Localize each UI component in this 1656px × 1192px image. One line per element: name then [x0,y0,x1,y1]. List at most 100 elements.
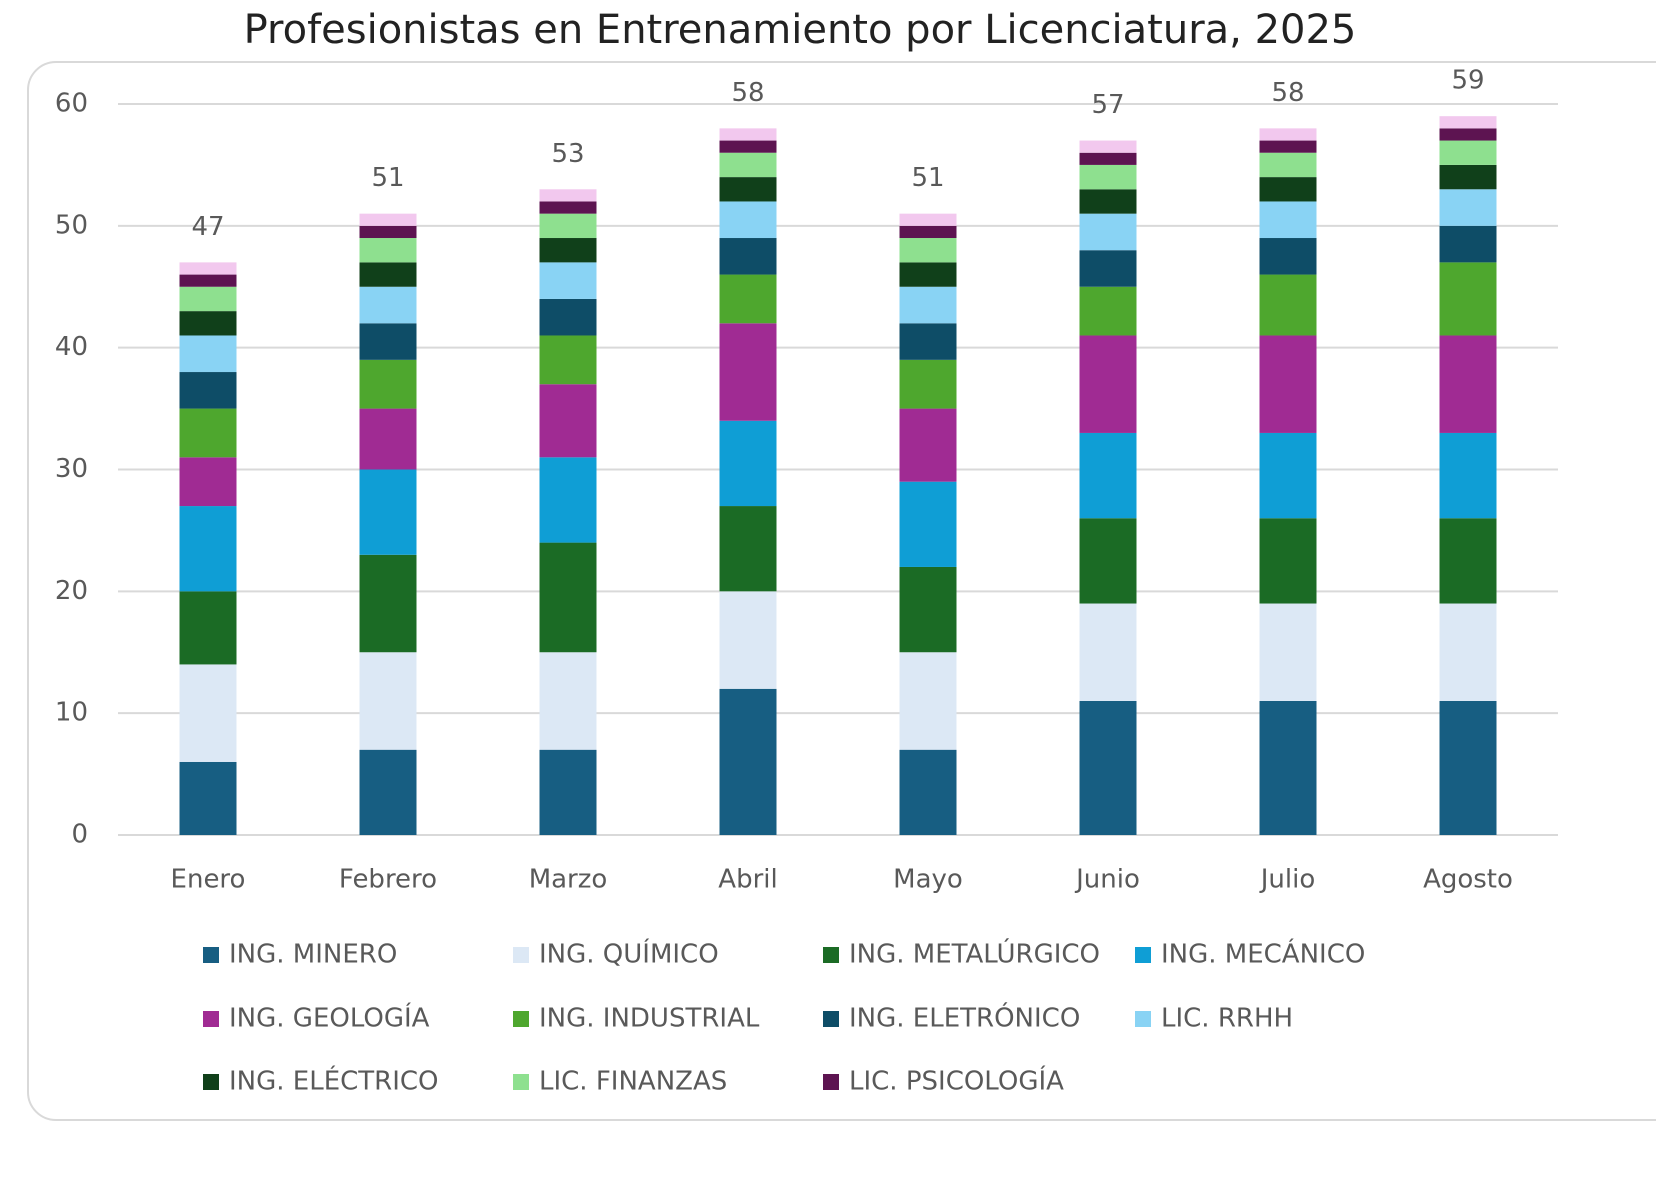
legend-label: ING. GEOLOGÍA [229,1002,430,1034]
bar-segment [359,262,417,287]
bar-segment [1439,128,1497,141]
bar-segment [539,201,597,214]
bar-segment [1439,518,1497,604]
bar-segment [719,177,777,202]
bar-segment [1439,335,1497,433]
chart-title: Profesionistas en Entrenamiento por Lice… [244,7,1357,53]
x-tick-label: Mayo [893,865,963,895]
bar-segment [359,323,417,360]
x-tick-label: Julio [1259,865,1316,895]
legend-label: LIC. PSICOLOGÍA [849,1065,1064,1097]
bar-segment [1439,164,1497,190]
bar-segment [899,323,957,360]
bar-segment [1259,335,1317,433]
bar-segment [359,359,417,409]
legend-swatch [203,1011,219,1027]
bar-segment [899,213,957,226]
bar-segment [899,286,957,324]
bar-segment [179,506,237,592]
bar-segment [719,140,777,153]
bar-segment [179,591,237,665]
bar-segment [899,566,957,653]
bar-segment [179,457,237,507]
bar-segment [1439,432,1497,519]
legend-swatch [1135,947,1151,963]
bar-segment [719,420,777,507]
y-tick-label: 10 [55,698,88,728]
legend-swatch [823,1011,839,1027]
bar-segment [1259,177,1317,202]
legend-swatch [513,1074,529,1090]
legend-swatch [823,1074,839,1090]
bar-segment [719,274,777,324]
bar-segment [539,652,597,750]
bar-segment [1079,603,1137,701]
legend-label: ING. INDUSTRIAL [539,1004,760,1034]
total-label: 51 [371,163,404,193]
bar-segment [719,506,777,592]
bar-segment [1259,518,1317,604]
bar-segment [179,286,237,312]
bar-segment [359,554,417,653]
bar-segment [179,408,237,458]
bar-segment [359,238,417,263]
bar-segment [179,372,237,409]
bar-segment [1439,189,1497,226]
bar-segment [899,749,957,835]
legend-swatch [823,947,839,963]
x-tick-label: Febrero [339,865,437,895]
bar-segment [1079,286,1137,336]
bar-segment [179,335,237,373]
bar-segment [899,238,957,263]
y-tick-label: 20 [55,576,88,606]
bar-segment [899,262,957,287]
bar-segment [1439,225,1497,263]
bar-segment [1259,432,1317,519]
bar-segment [899,652,957,750]
bar-segment [359,652,417,750]
bar-segment [539,749,597,835]
legend-label: ING. MECÁNICO [1161,938,1365,970]
bar-segment [1259,201,1317,239]
x-tick-label: Agosto [1423,865,1513,895]
bar-segment [359,749,417,835]
bar-segment [719,688,777,835]
bar-segment [719,201,777,239]
bar-segment [1439,116,1497,129]
bar-segment [539,298,597,336]
bar-segment [179,262,237,275]
legend-swatch [1135,1011,1151,1027]
bar-segment [539,262,597,299]
bar-segment [719,323,777,421]
legend-swatch [203,947,219,963]
bar-segment [539,384,597,458]
bar-segment [359,213,417,226]
legend-swatch [513,947,529,963]
legend-label: ING. ELETRÓNICO [849,1002,1080,1034]
x-tick-label: Abril [718,865,777,895]
bar-segment [1259,603,1317,701]
bar-segment [539,213,597,239]
bar-segment [1439,700,1497,835]
bar-segment [1079,164,1137,190]
bar-segment [899,225,957,239]
bar-segment [899,481,957,567]
bar-segment [1439,262,1497,336]
y-tick-label: 50 [55,210,88,240]
legend-label: ING. MINERO [229,940,397,970]
bar-segment [719,128,777,141]
total-label: 57 [1091,90,1124,120]
bar-segment [539,335,597,385]
bar-segment [1259,128,1317,141]
total-label: 51 [911,163,944,193]
bar-segment [1259,152,1317,178]
bar-segment [539,542,597,653]
x-tick-label: Junio [1074,865,1140,895]
bar-segment [1079,189,1137,214]
bar-segment [1259,140,1317,153]
bar-segment [719,591,777,689]
total-label: 47 [191,212,224,242]
legend-label: ING. METALÚRGICO [849,938,1100,970]
